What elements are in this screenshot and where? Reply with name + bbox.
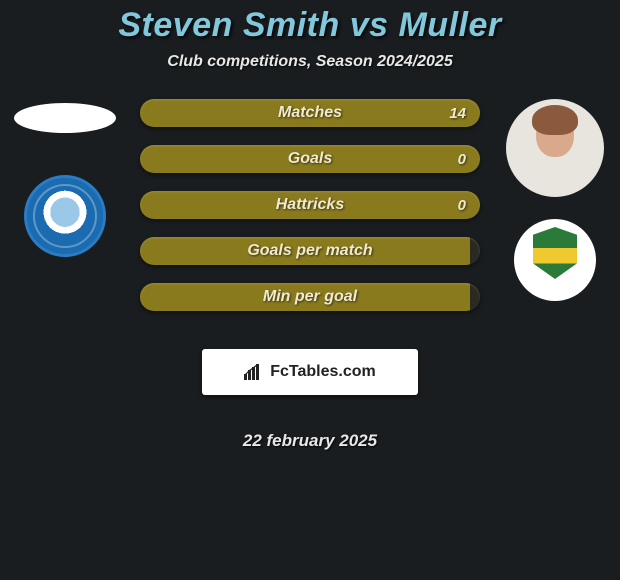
left-player-column	[10, 99, 120, 257]
stat-bar-hattricks: Hattricks 0	[140, 191, 480, 219]
stat-label: Matches	[140, 99, 480, 127]
stat-label: Hattricks	[140, 191, 480, 219]
stat-label: Goals per match	[140, 237, 480, 265]
stat-label: Min per goal	[140, 283, 480, 311]
date-text: 22 february 2025	[243, 431, 377, 451]
main-row: Matches 14 Goals 0 Hattricks 0 Goals per…	[0, 99, 620, 451]
stat-value: 0	[458, 145, 466, 173]
page-title: Steven Smith vs Muller	[0, 6, 620, 45]
right-player-column	[500, 99, 610, 301]
stat-bar-matches: Matches 14	[140, 99, 480, 127]
stats-column: Matches 14 Goals 0 Hattricks 0 Goals per…	[120, 99, 500, 451]
stat-bar-min-per-goal: Min per goal	[140, 283, 480, 311]
comparison-card: Steven Smith vs Muller Club competitions…	[0, 0, 620, 451]
stat-bar-goals-per-match: Goals per match	[140, 237, 480, 265]
player-photo-left	[14, 103, 116, 133]
stat-value: 0	[458, 191, 466, 219]
stat-value: 14	[449, 99, 466, 127]
footer-brand-text: FcTables.com	[270, 363, 376, 381]
subtitle: Club competitions, Season 2024/2025	[0, 53, 620, 71]
club-badge-right	[514, 219, 596, 301]
bar-chart-icon	[244, 364, 264, 380]
club-badge-left	[24, 175, 106, 257]
player-photo-right	[506, 99, 604, 197]
stat-label: Goals	[140, 145, 480, 173]
footer-brand-box[interactable]: FcTables.com	[202, 349, 418, 395]
stat-bar-goals: Goals 0	[140, 145, 480, 173]
